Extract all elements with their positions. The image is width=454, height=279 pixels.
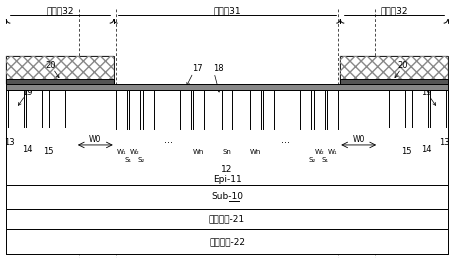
Text: 欧姆接触-21: 欧姆接触-21	[209, 215, 245, 224]
Bar	[6, 90, 448, 254]
Text: 20: 20	[46, 61, 56, 70]
Bar	[6, 56, 113, 84]
Bar	[6, 56, 113, 84]
Text: Wn: Wn	[250, 149, 262, 155]
Text: ...: ...	[164, 135, 173, 145]
Text: W₂: W₂	[130, 149, 139, 155]
Text: Wn: Wn	[192, 149, 204, 155]
Text: 20: 20	[398, 61, 408, 70]
Text: Epi-11: Epi-11	[212, 175, 242, 184]
Text: W₁: W₁	[117, 149, 127, 155]
Text: S₂: S₂	[138, 157, 145, 163]
Text: 阴极金属-22: 阴极金属-22	[209, 237, 245, 246]
Text: W₁: W₁	[327, 149, 337, 155]
Text: 13: 13	[439, 138, 450, 148]
Text: 17: 17	[192, 64, 202, 73]
Text: 19: 19	[421, 88, 432, 97]
Text: W0: W0	[352, 134, 365, 143]
Text: W0: W0	[89, 134, 102, 143]
Text: 15: 15	[43, 147, 54, 156]
Bar	[6, 209, 448, 229]
Text: Sub-10: Sub-10	[211, 193, 243, 201]
Text: 14: 14	[22, 145, 33, 154]
Text: 保护环32: 保护环32	[46, 7, 74, 16]
Bar	[340, 56, 448, 84]
Text: S₁: S₁	[124, 157, 131, 163]
Bar	[6, 90, 448, 184]
Text: W₂: W₂	[315, 149, 324, 155]
Bar	[6, 229, 448, 254]
Text: Sn: Sn	[222, 149, 232, 155]
Text: 15: 15	[400, 147, 411, 156]
Text: 19: 19	[22, 88, 33, 97]
Bar	[6, 84, 448, 90]
Bar	[6, 79, 113, 84]
Text: 18: 18	[213, 64, 223, 73]
Text: ...: ...	[281, 135, 290, 145]
Bar	[6, 184, 448, 209]
Text: 有源区31: 有源区31	[213, 7, 241, 16]
Text: S₂: S₂	[309, 157, 316, 163]
Text: 12: 12	[221, 165, 233, 174]
Text: 13: 13	[4, 138, 15, 148]
Bar	[340, 56, 448, 84]
Text: S₁: S₁	[322, 157, 329, 163]
Text: 保护环32: 保护环32	[380, 7, 408, 16]
Bar	[340, 79, 448, 84]
Text: 14: 14	[421, 145, 432, 154]
